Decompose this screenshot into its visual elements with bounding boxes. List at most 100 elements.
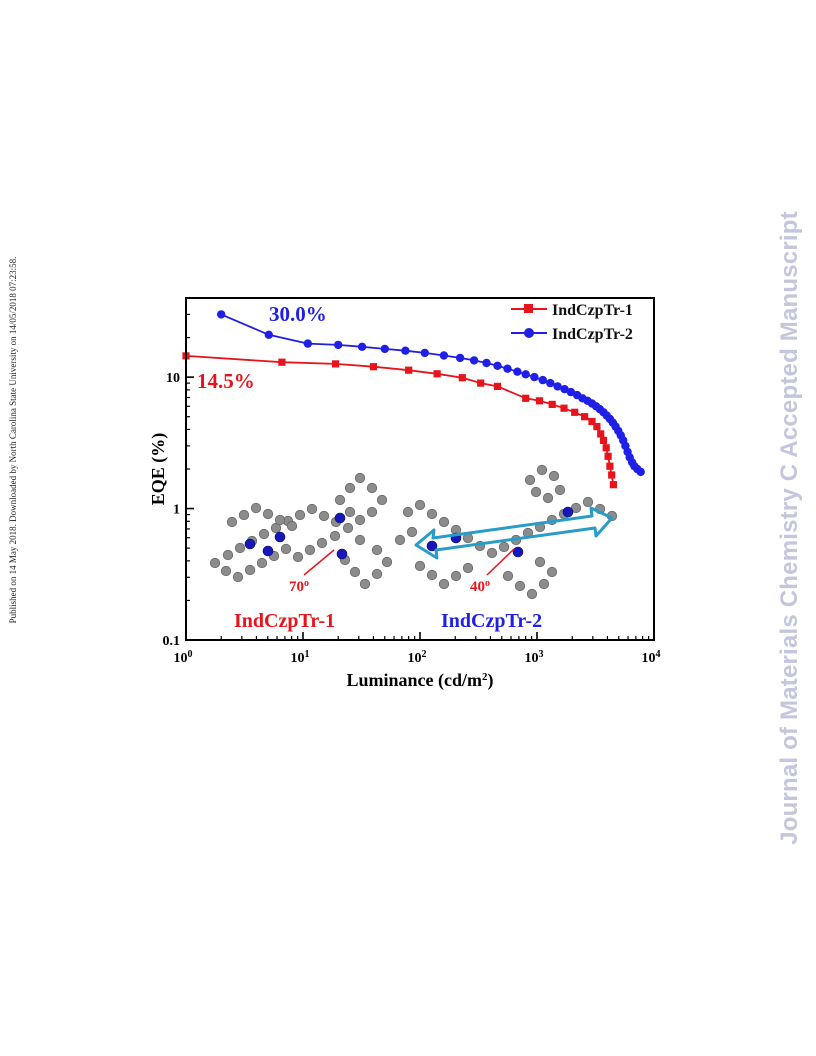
series-1-point <box>604 452 612 460</box>
series-2-point <box>439 351 449 360</box>
series-1-point <box>535 397 544 405</box>
series-1-point <box>433 370 441 378</box>
series-2-point <box>334 340 343 350</box>
series-2-point <box>357 342 367 351</box>
atom <box>426 508 438 520</box>
nitrogen-atom <box>512 546 524 558</box>
atom <box>226 516 238 528</box>
nitrogen-atom <box>274 531 286 543</box>
atom <box>220 565 232 577</box>
atom <box>534 556 546 568</box>
series-2-point <box>264 330 273 339</box>
max-eqe-label-2: 30.0% <box>269 302 327 326</box>
series-1-point <box>593 423 601 431</box>
series-1-point <box>405 366 413 374</box>
atom <box>366 506 378 518</box>
x-tick-label: 103 <box>525 649 544 667</box>
atom <box>406 526 418 538</box>
angle-label-2-sup: o <box>485 578 490 589</box>
atom <box>274 514 286 526</box>
atom <box>498 541 510 553</box>
series-1-point <box>588 417 596 426</box>
atom <box>438 578 450 590</box>
series-2-point <box>303 339 312 348</box>
series-2-point <box>553 382 562 391</box>
x-tick-label: 100 <box>174 649 193 667</box>
atom <box>486 547 498 559</box>
nitrogen-atom <box>426 540 438 552</box>
atom <box>232 571 244 583</box>
atom <box>414 560 426 572</box>
series-2-point <box>560 385 569 394</box>
series-2-point <box>401 346 410 355</box>
atom <box>316 537 328 549</box>
angle-label-2-value: 40 <box>470 579 485 595</box>
series-1-point <box>597 430 605 438</box>
atom <box>256 557 268 569</box>
series-1-point <box>599 436 608 444</box>
nitrogen-atom <box>562 506 574 518</box>
angle-label-1-value: 70 <box>289 579 304 595</box>
series-2-point <box>530 372 539 382</box>
atom <box>530 486 542 498</box>
atom <box>548 470 560 482</box>
series-2-point <box>493 361 502 370</box>
atom <box>538 578 550 590</box>
orientation-double-arrow <box>414 506 614 560</box>
atom <box>334 494 346 506</box>
series-1-point <box>278 358 286 366</box>
atom <box>371 544 383 556</box>
y-tick-label: 10 <box>166 371 180 386</box>
series-2-point <box>503 364 512 373</box>
annotations: 14.5% 30.0% IndCzpTr-1 IndCzpTr-2 70o 40… <box>197 302 614 632</box>
series-1-point <box>608 471 616 479</box>
angle-pointer-1 <box>303 549 335 576</box>
legend-marker-2 <box>524 328 534 338</box>
molecule-illustrations <box>209 464 618 600</box>
series-1-point <box>477 379 485 387</box>
atom <box>546 566 558 578</box>
plot-frame <box>185 297 655 641</box>
x-axis-label: Luminance (cd/m2) <box>346 670 493 691</box>
atom <box>554 484 566 496</box>
angle-label-1-sup: o <box>304 578 309 589</box>
atom <box>524 474 536 486</box>
series-2-point <box>521 370 530 379</box>
atom <box>209 557 221 569</box>
atom <box>234 542 246 554</box>
atom <box>344 506 356 518</box>
atom <box>294 509 306 521</box>
series-1-point <box>606 462 614 470</box>
atom <box>514 580 526 592</box>
nitrogen-atom <box>334 512 346 524</box>
series-2-point <box>455 353 465 363</box>
x-axis-label-sup: 2 <box>482 671 488 683</box>
series-1-point <box>581 413 589 421</box>
atom <box>462 562 474 574</box>
series-1-point <box>458 374 466 382</box>
nitrogen-atom <box>244 538 256 550</box>
series-2-point <box>513 367 522 376</box>
x-tick-label: 101 <box>291 649 310 667</box>
molecule-label-1: IndCzpTr-1 <box>234 610 335 632</box>
atom <box>250 502 262 514</box>
angle-label-1: 70o <box>289 578 309 596</box>
series-2-point <box>469 356 479 365</box>
atom <box>258 528 270 540</box>
atom <box>344 482 356 494</box>
atom <box>402 506 414 518</box>
x-axis-label-main: Luminance (cd/m <box>346 670 482 691</box>
atom <box>349 566 361 578</box>
series-2-point <box>420 348 429 358</box>
arrow-outline <box>414 506 614 560</box>
x-axis-label-end: ) <box>488 670 494 691</box>
angle-pointer-2 <box>486 548 515 576</box>
atom <box>280 543 292 555</box>
atom <box>414 499 426 511</box>
atom <box>270 522 282 534</box>
atom <box>542 492 554 504</box>
x-tick-label: 104 <box>642 649 661 667</box>
atom <box>354 534 366 546</box>
atom <box>438 516 450 528</box>
y-tick-label: 1 <box>173 503 180 518</box>
